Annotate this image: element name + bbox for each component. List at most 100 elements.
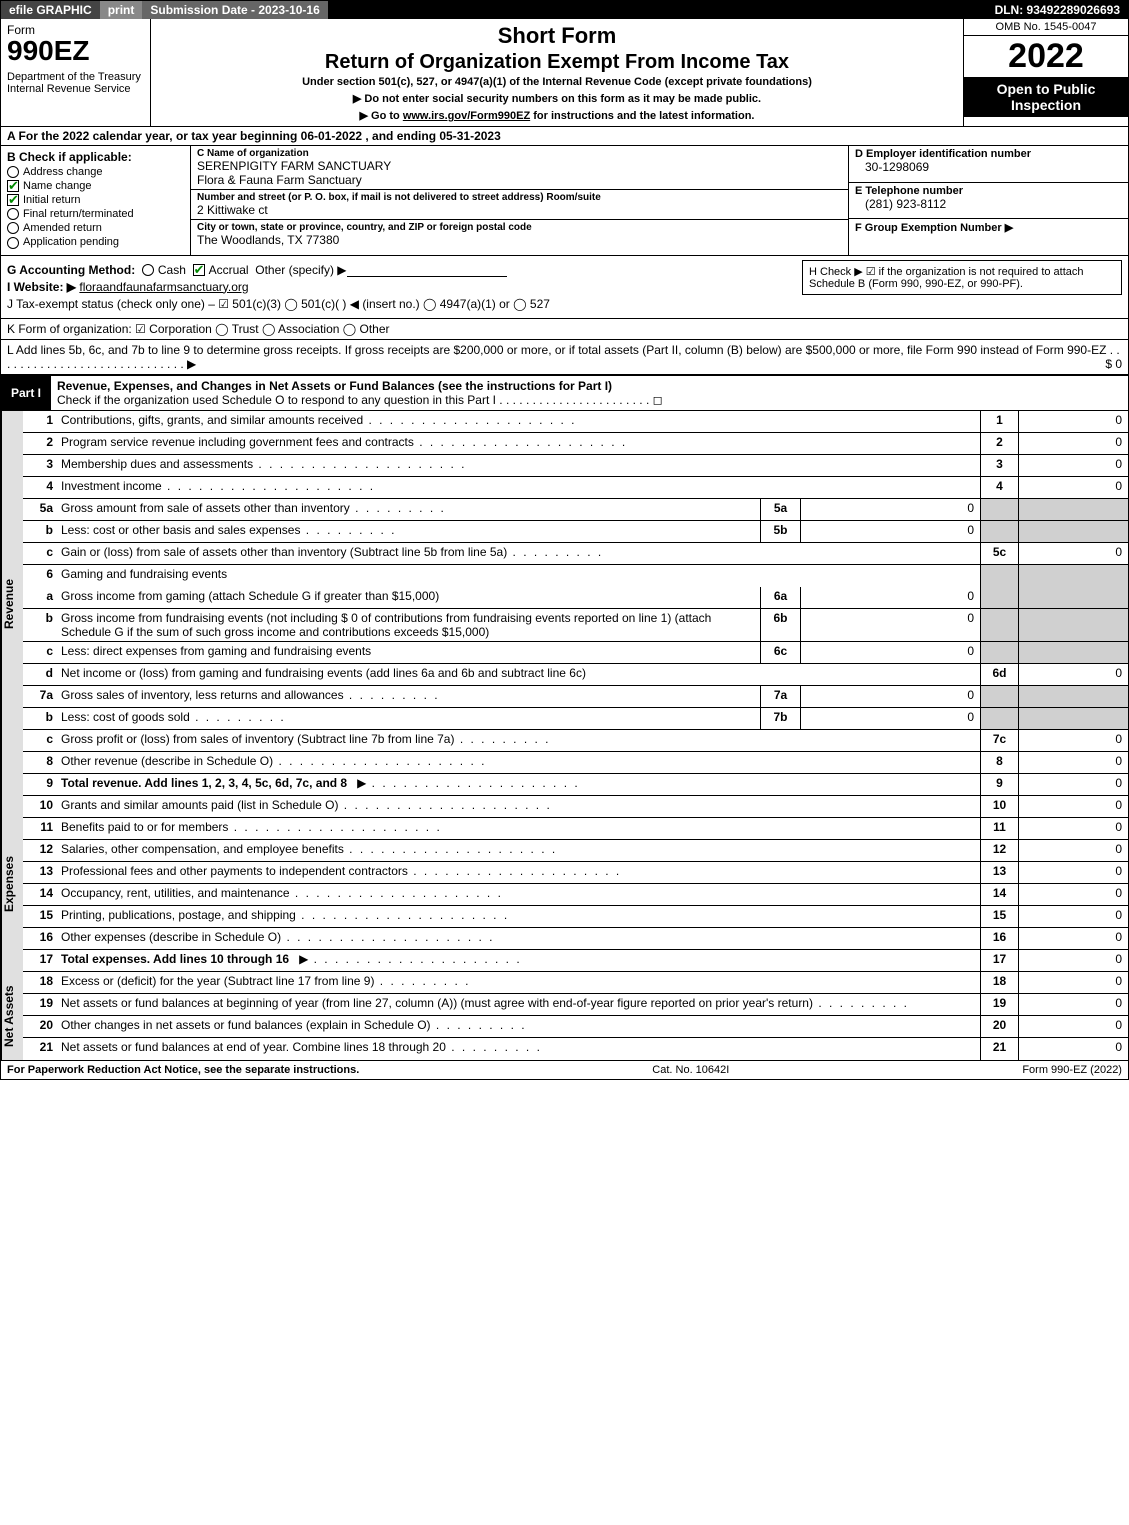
line-9-value: 0 [1018, 774, 1128, 795]
line-21-value: 0 [1018, 1038, 1128, 1060]
org-name-2: Flora & Fauna Farm Sanctuary [197, 173, 842, 187]
col-b-label: B Check if applicable: [7, 150, 184, 164]
line-11-value: 0 [1018, 818, 1128, 839]
line-13: 13 Professional fees and other payments … [23, 862, 1128, 884]
line-15: 15 Printing, publications, postage, and … [23, 906, 1128, 928]
gross-receipts-amount: $ 0 [1105, 357, 1122, 371]
line-9: 9 Total revenue. Add lines 1, 2, 3, 4, 5… [23, 774, 1128, 796]
column-c: C Name of organization SERENPIGITY FARM … [191, 146, 848, 255]
line-2-value: 0 [1018, 433, 1128, 454]
line-5a-value: 0 [800, 499, 980, 520]
subnote: Under section 501(c), 527, or 4947(a)(1)… [159, 76, 955, 88]
line-6b: b Gross income from fundraising events (… [23, 609, 1128, 642]
line-7a-value: 0 [800, 686, 980, 707]
line-3-value: 0 [1018, 455, 1128, 476]
line-4-value: 0 [1018, 477, 1128, 498]
part-i-desc: Revenue, Expenses, and Changes in Net As… [51, 376, 1128, 410]
line-7b: b Less: cost of goods sold 7b 0 [23, 708, 1128, 730]
line-3: 3 Membership dues and assessments 3 0 [23, 455, 1128, 477]
line-6: 6 Gaming and fundraising events [23, 565, 1128, 587]
line-6a: a Gross income from gaming (attach Sched… [23, 587, 1128, 609]
part-i-subnote: Check if the organization used Schedule … [57, 393, 663, 407]
goto-link-note: ▶ Go to www.irs.gov/Form990EZ for instru… [159, 109, 955, 122]
chk-initial-return[interactable]: Initial return [7, 194, 184, 206]
line-2: 2 Program service revenue including gove… [23, 433, 1128, 455]
goto-suffix: for instructions and the latest informat… [533, 110, 754, 122]
row-a-tax-year: A For the 2022 calendar year, or tax yea… [1, 127, 1128, 146]
line-7b-value: 0 [800, 708, 980, 729]
line-11: 11 Benefits paid to or for members 11 0 [23, 818, 1128, 840]
line-19: 19 Net assets or fund balances at beginn… [23, 994, 1128, 1016]
chk-cash[interactable] [142, 264, 154, 276]
print-button[interactable]: print [100, 1, 143, 19]
line-18: 18 Excess or (deficit) for the year (Sub… [23, 972, 1128, 994]
line-8: 8 Other revenue (describe in Schedule O)… [23, 752, 1128, 774]
top-bar: efile GRAPHIC print Submission Date - 20… [1, 1, 1128, 19]
line-5b-value: 0 [800, 521, 980, 542]
line-12: 12 Salaries, other compensation, and emp… [23, 840, 1128, 862]
line-19-value: 0 [1018, 994, 1128, 1015]
line-12-value: 0 [1018, 840, 1128, 861]
footer-catno: Cat. No. 10642I [652, 1064, 729, 1076]
main-title: Return of Organization Exempt From Incom… [159, 51, 955, 74]
line-20: 20 Other changes in net assets or fund b… [23, 1016, 1128, 1038]
line-8-value: 0 [1018, 752, 1128, 773]
chk-application-pending[interactable]: Application pending [7, 236, 184, 248]
chk-accrual[interactable] [193, 264, 205, 276]
line-10-value: 0 [1018, 796, 1128, 817]
line-5a: 5a Gross amount from sale of assets othe… [23, 499, 1128, 521]
line-14: 14 Occupancy, rent, utilities, and maint… [23, 884, 1128, 906]
row-l-gross-receipts: L Add lines 5b, 6c, and 7b to line 9 to … [1, 340, 1128, 375]
submission-date: Submission Date - 2023-10-16 [142, 1, 327, 19]
line-10: 10 Grants and similar amounts paid (list… [23, 796, 1128, 818]
addr-label: Number and street (or P. O. box, if mail… [197, 192, 842, 203]
net-assets-section: Net Assets 18 Excess or (deficit) for th… [1, 972, 1128, 1060]
city-label: City or town, state or province, country… [197, 222, 842, 233]
line-6a-value: 0 [800, 587, 980, 608]
expenses-side-label: Expenses [1, 796, 23, 972]
dln-number: DLN: 93492289026693 [987, 1, 1128, 19]
chk-address-change[interactable]: Address change [7, 166, 184, 178]
line-18-value: 0 [1018, 972, 1128, 993]
irs-link[interactable]: www.irs.gov/Form990EZ [403, 110, 530, 122]
line-1: 1 Contributions, gifts, grants, and simi… [23, 411, 1128, 433]
short-form-title: Short Form [159, 23, 955, 49]
addr-value: 2 Kittiwake ct [197, 203, 842, 217]
line-6d: d Net income or (loss) from gaming and f… [23, 664, 1128, 686]
row-k-form-of-org: K Form of organization: ☑ Corporation ◯ … [1, 319, 1128, 340]
chk-amended-return[interactable]: Amended return [7, 222, 184, 234]
city-value: The Woodlands, TX 77380 [197, 233, 842, 247]
ein-value: 30-1298069 [855, 160, 1122, 174]
expenses-section: Expenses 10 Grants and similar amounts p… [1, 796, 1128, 972]
line-5c-value: 0 [1018, 543, 1128, 564]
goto-arrow: ▶ Go to [360, 110, 403, 122]
part-i-tab: Part I [1, 383, 51, 403]
ssn-warning: ▶ Do not enter social security numbers o… [159, 92, 955, 105]
page-footer: For Paperwork Reduction Act Notice, see … [1, 1060, 1128, 1079]
ein-label: D Employer identification number [855, 148, 1122, 160]
line-7c: c Gross profit or (loss) from sales of i… [23, 730, 1128, 752]
efile-label: efile GRAPHIC [1, 1, 100, 19]
org-name-label: C Name of organization [197, 148, 842, 159]
chk-final-return[interactable]: Final return/terminated [7, 208, 184, 220]
line-6c-value: 0 [800, 642, 980, 663]
chk-name-change[interactable]: Name change [7, 180, 184, 192]
line-16-value: 0 [1018, 928, 1128, 949]
line-16: 16 Other expenses (describe in Schedule … [23, 928, 1128, 950]
other-method-input[interactable] [347, 276, 507, 277]
line-7c-value: 0 [1018, 730, 1128, 751]
phone-value: (281) 923-8112 [855, 197, 1122, 211]
line-14-value: 0 [1018, 884, 1128, 905]
line-6c: c Less: direct expenses from gaming and … [23, 642, 1128, 664]
row-j-tax-exempt: J Tax-exempt status (check only one) – ☑… [7, 297, 1122, 311]
part-i-header: Part I Revenue, Expenses, and Changes in… [1, 375, 1128, 411]
net-assets-side-label: Net Assets [1, 972, 23, 1060]
line-5b: b Less: cost or other basis and sales ex… [23, 521, 1128, 543]
website-link[interactable]: floraandfaunafarmsanctuary.org [79, 280, 248, 294]
line-6d-value: 0 [1018, 664, 1128, 685]
line-1-value: 0 [1018, 411, 1128, 432]
line-13-value: 0 [1018, 862, 1128, 883]
line-21: 21 Net assets or fund balances at end of… [23, 1038, 1128, 1060]
line-5c: c Gain or (loss) from sale of assets oth… [23, 543, 1128, 565]
line-17: 17 Total expenses. Add lines 10 through … [23, 950, 1128, 972]
